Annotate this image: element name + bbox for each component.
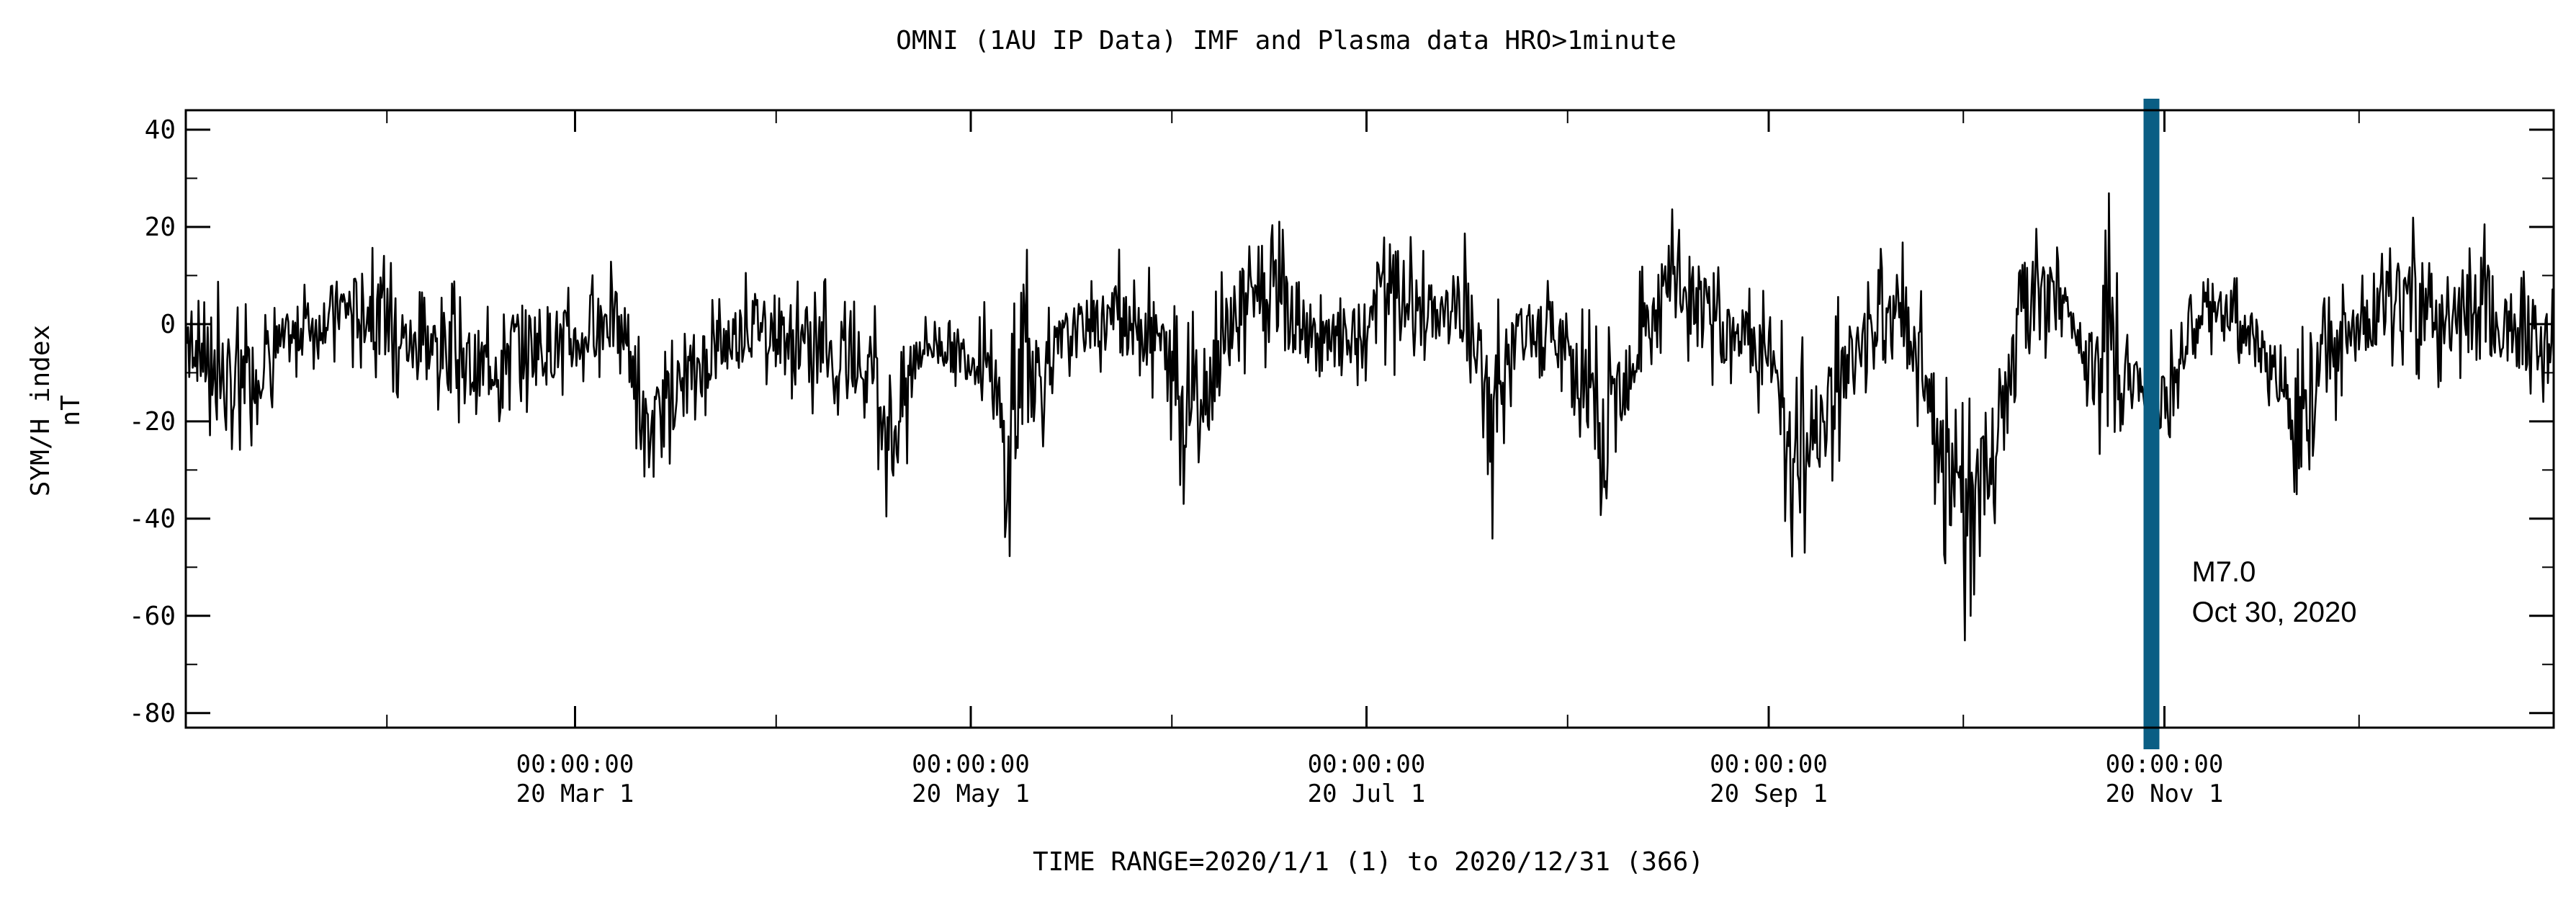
axes-layer [184,109,2555,729]
y-axis-unit: nT [56,395,86,426]
x-tick-time-label: 00:00:00 [516,750,634,779]
event-label-class: M7.0 [2191,556,2256,588]
y-tick-label: -20 [129,407,176,437]
y-tick-label: 0 [160,310,176,339]
event-label-date: Oct 30, 2020 [2191,597,2356,628]
y-tick-label: 40 [145,115,176,145]
plot-frame [184,109,2555,729]
y-tick-label: 20 [145,213,176,242]
y-axis-label: SYM/H index [26,325,55,496]
chart-title: OMNI (1AU IP Data) IMF and Plasma data H… [896,26,1677,55]
x-tick-date-label: 20 May 1 [912,780,1030,808]
x-tick-date-label: 20 Mar 1 [516,780,634,808]
y-tick-label: -40 [129,504,176,534]
annotation-layer: M7.0 Oct 30, 2020 [2143,99,2357,749]
x-tick-time-label: 00:00:00 [1710,750,1828,779]
y-axis-title: SYM/H index nT [26,325,86,496]
x-tick-time-label: 00:00:00 [1308,750,1426,779]
x-tick-time-label: 00:00:00 [912,750,1030,779]
x-tick-date-label: 20 Nov 1 [2106,780,2224,808]
x-tick-date-label: 20 Jul 1 [1308,780,1426,808]
y-tick-label: -60 [129,602,176,631]
x-tick-date-label: 20 Sep 1 [1710,780,1828,808]
y-tick-label: -80 [129,699,176,728]
x-axis-label: TIME RANGE=2020/1/1 (1) to 2020/12/31 (3… [1033,847,1704,877]
x-tick-time-label: 00:00:00 [2106,750,2224,779]
y-tick-layer: -80 -60 -40 -20 0 20 40 [129,115,2554,728]
event-marker-line [2143,99,2160,749]
